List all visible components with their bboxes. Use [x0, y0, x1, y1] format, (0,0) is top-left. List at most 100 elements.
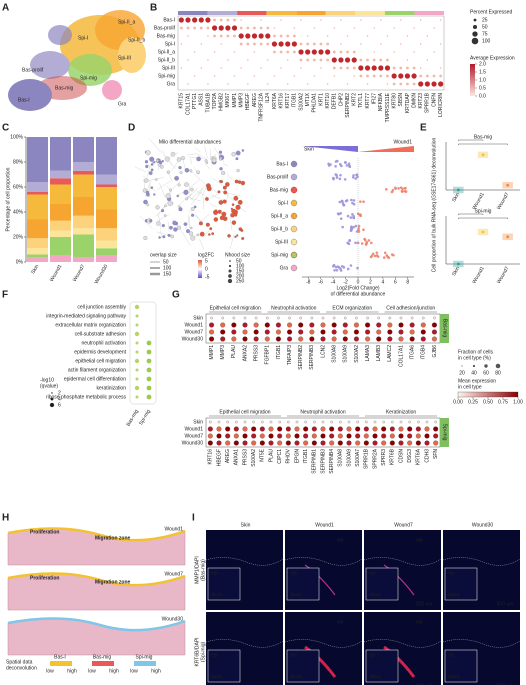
- expr-dot: [286, 83, 289, 85]
- expr-dot: [347, 420, 351, 424]
- row-label: Bas-mig: [270, 187, 289, 193]
- nhood: [219, 180, 222, 183]
- gene-label: NFKBIA: [378, 92, 384, 111]
- expr-dot: [356, 420, 359, 424]
- expr-dot: [253, 329, 259, 335]
- expr-dot: [233, 51, 236, 53]
- expr-dot: [333, 75, 336, 77]
- epi-label: epi.: [448, 652, 456, 658]
- expr-dot: [332, 316, 336, 320]
- panel-letter: G: [172, 290, 180, 301]
- expr-dot: [346, 426, 352, 432]
- da-point: [349, 229, 353, 232]
- panel-letter: C: [2, 123, 9, 134]
- da-point: [355, 173, 359, 176]
- expr-dot: [409, 336, 415, 342]
- colorbar-label: 1.00: [513, 399, 523, 405]
- expr-dot: [309, 336, 315, 342]
- expr-dot: [227, 59, 229, 61]
- colorbar: [198, 260, 202, 278]
- gene-label: TMPRSS11E: [385, 92, 391, 122]
- expr-dot: [342, 322, 348, 328]
- size-key: [472, 24, 478, 30]
- edge: [199, 239, 204, 250]
- group-header: Neutrophil activation: [300, 409, 346, 415]
- expr-dot: [216, 426, 222, 432]
- da-point: [367, 239, 371, 242]
- nhood: [145, 150, 151, 156]
- row-dot: [290, 264, 298, 272]
- expr-dot: [225, 25, 231, 31]
- row-label: Spi-I: [165, 41, 175, 47]
- gene-label: DMKN: [411, 93, 417, 108]
- da-point: [384, 188, 388, 191]
- expr-dot: [387, 322, 393, 328]
- bar-segment: [96, 174, 117, 185]
- expr-dot: [387, 329, 393, 335]
- go-dot: [135, 314, 139, 318]
- da-point: [343, 178, 347, 181]
- expr-dot: [415, 433, 421, 439]
- da-point: [345, 164, 349, 167]
- expr-dot: [329, 433, 335, 439]
- side-label: Spi-mig: [442, 424, 448, 441]
- edge: [134, 166, 147, 173]
- nhood: [166, 170, 171, 174]
- expr-dot: [309, 322, 315, 328]
- nhood: [205, 222, 210, 227]
- scale-label: 200 um: [416, 601, 433, 607]
- nhood: [156, 221, 161, 226]
- expr-dot: [439, 74, 443, 78]
- bar-segment: [27, 257, 48, 262]
- gene-label: EPGN: [294, 449, 300, 464]
- expr-dot: [411, 73, 417, 79]
- nhood: [155, 178, 158, 181]
- expr-dot: [285, 433, 291, 439]
- expr-dot: [346, 35, 349, 37]
- wb-label: wb: [416, 537, 423, 543]
- legend-high: high: [67, 668, 77, 674]
- bar-segment: [27, 182, 48, 192]
- nhood: [222, 185, 227, 190]
- wound-wedge: [358, 146, 414, 152]
- expr-dot: [288, 316, 291, 320]
- expr-dot: [277, 440, 283, 446]
- expr-dot: [326, 42, 330, 46]
- bar-segment: [96, 248, 117, 256]
- nhood: [145, 190, 149, 194]
- edge: [167, 181, 181, 195]
- expr-dot: [246, 26, 250, 30]
- gene-label: ITGB4: [421, 345, 427, 360]
- expr-dot: [305, 49, 311, 55]
- da-point: [357, 224, 361, 228]
- da-point: [350, 225, 353, 228]
- expr-dot: [219, 18, 223, 22]
- expr-dot: [265, 33, 271, 39]
- da-point: [337, 212, 341, 216]
- nhood-key: [227, 278, 233, 284]
- expr-dot: [287, 336, 293, 342]
- expr-dot: [329, 426, 335, 432]
- gene-label: AREG: [225, 449, 231, 463]
- expr-dot: [253, 75, 256, 77]
- bar-segment: [73, 215, 94, 229]
- expr-dot: [432, 74, 436, 78]
- expr-dot: [220, 336, 226, 342]
- colorbar-label: 2.0: [479, 61, 486, 67]
- expr-dot: [273, 50, 276, 54]
- da-point: [356, 212, 360, 216]
- go-dot: [135, 323, 139, 327]
- nhood: [196, 156, 201, 162]
- expr-dot: [231, 336, 237, 342]
- expr-dot: [260, 67, 262, 69]
- epi-label: epi.: [211, 570, 219, 576]
- y-axis-label: Cell proportion of bulk RNA-seq (GSE1746…: [431, 138, 437, 273]
- expr-dot: [266, 26, 270, 30]
- da-point: [339, 217, 343, 220]
- expr-dot: [382, 420, 385, 424]
- expr-dot: [419, 43, 422, 45]
- da-point: [336, 159, 339, 163]
- expr-dot: [373, 27, 375, 29]
- gene-label: LCN2: [320, 345, 326, 358]
- expr-dot: [376, 329, 382, 335]
